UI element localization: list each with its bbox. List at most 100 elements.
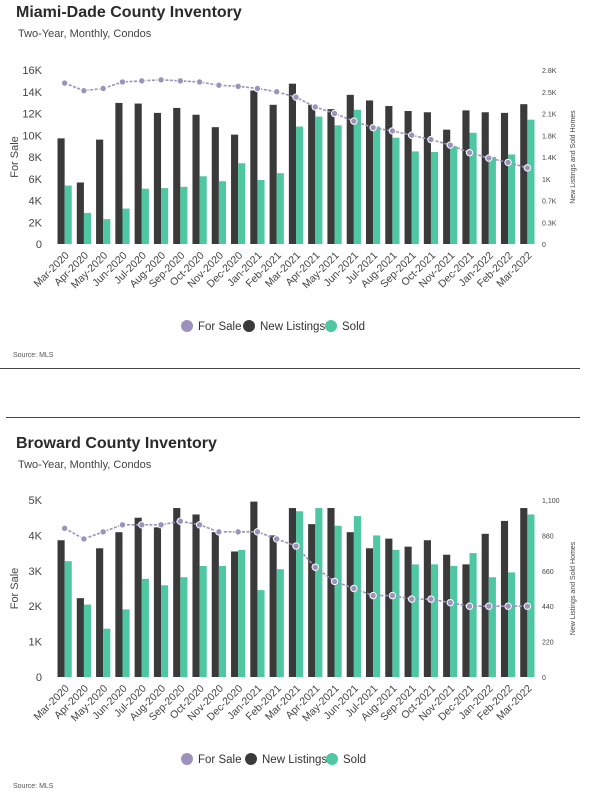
bar-new-listings [308, 524, 316, 677]
y-tick-label: 16K [22, 65, 42, 77]
point-for-sale [292, 542, 300, 550]
bar-new-listings [57, 138, 65, 244]
y2-tick-label: 2.1K [542, 112, 557, 119]
point-for-sale [80, 86, 88, 95]
bar-new-listings [365, 100, 374, 244]
bar-new-listings [115, 532, 123, 677]
point-for-sale [195, 521, 204, 529]
point-for-sale [99, 84, 107, 93]
legend-label: Sold [342, 321, 365, 333]
bar-sold [334, 525, 342, 677]
bar-new-listings [500, 112, 509, 244]
chart-subtitle: Two-Year, Monthly, Condos [18, 459, 152, 471]
point-for-sale [523, 164, 532, 172]
point-for-sale [99, 528, 107, 536]
bar-sold [122, 208, 130, 244]
bar-sold [180, 186, 188, 244]
bar-sold [315, 508, 323, 677]
bar-new-listings [173, 508, 181, 677]
y2-axis-label: New Listings and Sold Homes [570, 110, 577, 204]
bar-sold [296, 126, 304, 244]
point-for-sale [138, 521, 146, 529]
y2-tick-label: 1.8K [542, 133, 557, 140]
bar-sold [392, 137, 400, 244]
point-for-sale [253, 84, 262, 93]
bar-new-listings [211, 532, 219, 677]
y2-axis-label: New Listings and Sold Homes [570, 541, 577, 635]
bar-new-listings [76, 182, 84, 244]
y-tick-label: 14K [22, 87, 42, 99]
bar-sold [411, 151, 419, 244]
y2-tick-label: 2.8K [542, 68, 557, 75]
point-for-sale [80, 535, 88, 543]
point-for-sale [350, 584, 358, 593]
chart-title: Broward County Inventory [16, 435, 217, 452]
legend-marker [181, 753, 193, 765]
bar-sold [276, 569, 284, 677]
point-for-sale [60, 79, 69, 87]
y2-tick-label: 660 [542, 569, 554, 576]
y2-tick-label: 2.5K [542, 90, 557, 97]
y-tick-label: 2K [29, 601, 43, 613]
bar-sold [83, 604, 92, 677]
point-for-sale [157, 521, 165, 529]
legend-label: For Sale [198, 321, 241, 333]
bar-new-listings [173, 107, 181, 245]
y-tick-label: 1K [29, 637, 43, 649]
bar-sold [218, 181, 227, 244]
y-tick-label: 5K [29, 495, 43, 507]
bar-sold [334, 125, 342, 244]
chart-title: Miami-Dade County Inventory [16, 4, 242, 21]
y2-tick-label: 220 [542, 640, 554, 647]
bar-new-listings [308, 104, 316, 244]
bar-sold [353, 109, 361, 245]
bar-new-listings [211, 127, 219, 244]
bar-sold [199, 176, 207, 244]
bar-new-listings [327, 508, 335, 677]
divider [0, 368, 580, 369]
bar-sold [257, 590, 265, 677]
bar-sold [180, 577, 188, 677]
point-for-sale [253, 528, 262, 536]
bar-sold [430, 564, 439, 677]
bar-new-listings [346, 532, 354, 677]
bar-sold [373, 126, 381, 244]
point-for-sale [523, 602, 532, 610]
y-tick-label: 8K [29, 152, 43, 164]
bar-new-listings [481, 112, 489, 244]
point-for-sale [446, 141, 454, 149]
bar-sold [392, 549, 400, 677]
bar-new-listings [443, 554, 451, 677]
legend-label: New Listings [260, 321, 325, 333]
legend-marker [326, 753, 338, 765]
y-axis-label: For Sale [9, 136, 21, 178]
point-for-sale [195, 78, 204, 86]
bar-sold [469, 553, 477, 677]
bar-sold [430, 152, 439, 244]
point-for-sale [138, 77, 146, 85]
bar-sold [141, 188, 149, 244]
point-for-sale [215, 528, 223, 536]
chart-subtitle: Two-Year, Monthly, Condos [18, 28, 152, 40]
bar-new-listings [462, 110, 470, 245]
bar-sold [103, 628, 111, 677]
legend-marker [245, 753, 257, 765]
bar-new-listings [385, 538, 393, 677]
bar-sold [527, 119, 535, 244]
point-for-sale [485, 154, 493, 162]
bar-new-listings [443, 129, 451, 244]
bar-sold [141, 578, 149, 677]
bar-sold [122, 609, 130, 677]
bar-new-listings [134, 517, 142, 677]
bar-sold [411, 564, 419, 677]
point-for-sale [407, 131, 416, 139]
bar-sold [64, 185, 72, 244]
legend-label: New Listings [262, 754, 327, 766]
legend-marker [325, 320, 337, 332]
point-for-sale [407, 595, 416, 603]
point-for-sale [292, 93, 300, 101]
point-for-sale [369, 123, 377, 132]
bar-new-listings [96, 548, 104, 677]
bar-new-listings [404, 546, 412, 677]
point-for-sale [176, 77, 185, 85]
